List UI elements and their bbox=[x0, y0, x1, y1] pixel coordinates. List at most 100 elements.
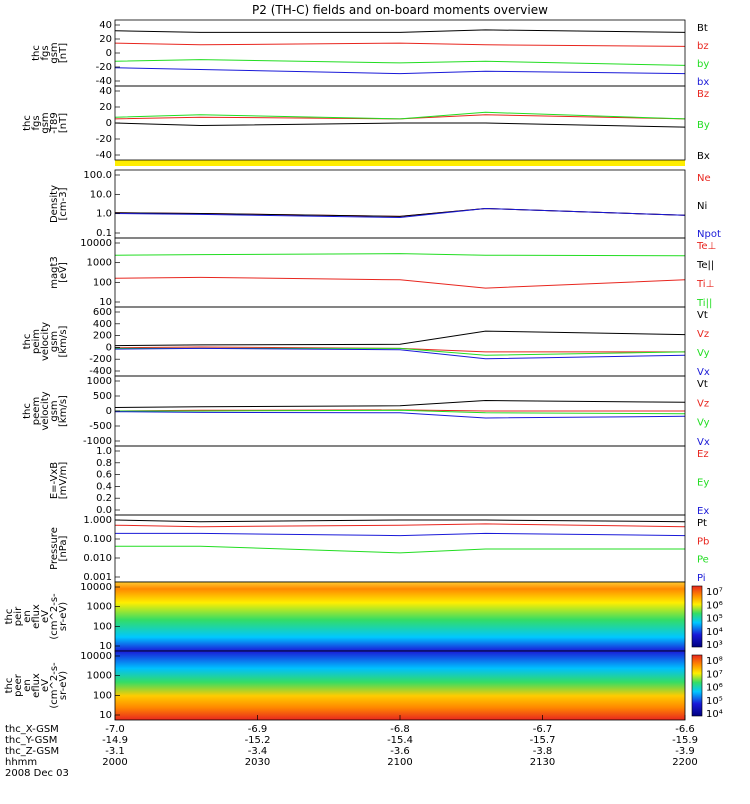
footer-value: -6.8 bbox=[390, 724, 410, 735]
panel-10: 10⁸ 10⁷ 10⁶ 10⁵ 10⁴ 10000 1000 100 10 thcpeerenef… bbox=[4, 650, 723, 721]
legend-label: Vt bbox=[697, 379, 708, 390]
y-axis-label: Density bbox=[49, 185, 60, 223]
footer-value: -7.0 bbox=[105, 724, 125, 735]
legend-label: Te⊥ bbox=[696, 241, 716, 252]
series-line-by bbox=[114, 111, 686, 120]
legend-label: Te|| bbox=[696, 260, 714, 271]
y-axis-label: (cm^2-s- bbox=[49, 593, 60, 640]
colorbar-tick-label: 10³ bbox=[706, 640, 723, 651]
y-tick-label: 10000 bbox=[80, 582, 112, 593]
legend-label: Vx bbox=[697, 367, 710, 378]
y-axis-label: thc bbox=[4, 609, 15, 625]
panel-frame bbox=[114, 445, 686, 516]
series-line-bx bbox=[114, 67, 686, 75]
y-tick-label: -40 bbox=[96, 150, 112, 161]
y-tick-label: 0.100 bbox=[83, 534, 112, 545]
legend-label: Vy bbox=[697, 348, 710, 359]
legend-label: Ne bbox=[697, 173, 711, 184]
y-axis-label: gsm bbox=[49, 331, 60, 352]
legend-label: Vz bbox=[697, 398, 709, 409]
y-axis-label: [nT] bbox=[58, 113, 69, 133]
y-tick-label: 10 bbox=[99, 641, 112, 652]
legend-label: Ez bbox=[697, 449, 709, 460]
footer-value: -3.6 bbox=[390, 746, 410, 757]
legend-label: Vx bbox=[697, 437, 710, 448]
y-tick-label: 0.1 bbox=[96, 228, 112, 239]
series-line-bx bbox=[114, 122, 686, 128]
footer-date: 2008 Dec 03 bbox=[5, 768, 69, 779]
series-line-pt bbox=[114, 519, 686, 523]
y-tick-label: 20 bbox=[99, 34, 112, 45]
footer-row-label: thc_Y-GSM bbox=[5, 735, 57, 746]
figure-title: P2 (TH-C) fields and on-board moments ov… bbox=[252, 3, 548, 17]
y-tick-label: 40 bbox=[99, 86, 112, 97]
legend-label: Pt bbox=[697, 518, 707, 529]
legend-label: Vy bbox=[697, 418, 710, 429]
colorbar-tick-label: 10⁴ bbox=[706, 709, 723, 720]
y-axis-label: [eV] bbox=[58, 262, 69, 283]
legend-label: Pe bbox=[697, 555, 709, 566]
series-line-te bbox=[114, 276, 686, 289]
y-tick-label: 1000 bbox=[87, 602, 112, 613]
series-line-vx bbox=[114, 347, 686, 360]
legend-label: Bt bbox=[697, 23, 708, 34]
colorbar-tick-label: 10⁶ bbox=[706, 683, 723, 694]
footer-value: -3.1 bbox=[105, 746, 125, 757]
y-axis-label: (cm^2-s- bbox=[49, 662, 60, 709]
y-axis-label: -T89 bbox=[49, 112, 60, 134]
colorbar-tick-label: 10⁵ bbox=[706, 696, 723, 707]
y-tick-label: 1.0 bbox=[96, 446, 112, 457]
y-tick-label: -200 bbox=[89, 354, 112, 365]
y-tick-label: 0 bbox=[106, 342, 112, 353]
y-axis-label: [nT] bbox=[58, 43, 69, 63]
colorbar-tick-label: 10⁷ bbox=[706, 587, 723, 598]
series-line-pi bbox=[115, 532, 686, 537]
y-axis-label: eflux bbox=[31, 604, 42, 629]
y-axis-label: sr-eV) bbox=[58, 671, 69, 700]
y-axis-label: magt3 bbox=[49, 256, 60, 289]
y-tick-label: 20 bbox=[99, 102, 112, 113]
y-axis-label: peir bbox=[13, 606, 24, 626]
y-axis-label: sr-eV) bbox=[58, 602, 69, 631]
y-tick-label: 1.000 bbox=[83, 515, 112, 526]
y-axis-label: gsm bbox=[40, 112, 51, 133]
footer-value: 2030 bbox=[245, 757, 270, 768]
y-axis-label: thc bbox=[22, 403, 33, 419]
y-axis-label: fgs bbox=[31, 115, 42, 130]
y-axis-label: [km/s] bbox=[58, 395, 69, 427]
series-line-npot bbox=[114, 207, 686, 219]
y-axis-label: [mV/m] bbox=[58, 462, 69, 500]
y-axis-label: en bbox=[22, 610, 33, 623]
legend-label: Npot bbox=[697, 229, 721, 240]
y-tick-label: 0.2 bbox=[96, 493, 112, 504]
y-tick-label: 0.001 bbox=[83, 572, 112, 583]
y-tick-label: -40 bbox=[96, 76, 112, 87]
y-tick-label: 10000 bbox=[80, 238, 112, 249]
panel-frame bbox=[114, 169, 686, 239]
legend-label: bz bbox=[697, 41, 709, 52]
legend-label: by bbox=[697, 59, 709, 70]
footer-value: -14.9 bbox=[102, 735, 128, 746]
yellow-bar bbox=[115, 160, 685, 166]
y-tick-label: 0.0 bbox=[96, 505, 112, 516]
y-axis-label: gsm bbox=[49, 42, 60, 63]
colorbar-tick-label: 10⁸ bbox=[706, 656, 723, 667]
series-line-ti bbox=[114, 253, 686, 257]
y-axis-label: velocity bbox=[40, 322, 51, 361]
series-line-vx bbox=[114, 411, 686, 419]
y-axis-label: eflux bbox=[31, 673, 42, 698]
panel-4: 10000 1000 100 10 magt3[eV] Te⊥ Te|| Ti⊥ Ti|| bbox=[49, 237, 716, 309]
panel-9: 10⁷ 10⁶ 10⁵ 10⁴ 10³ 10000 1000 100 10 thcpeirenef… bbox=[4, 581, 723, 652]
series-line-vt bbox=[114, 330, 686, 347]
footer-value: -6.7 bbox=[533, 724, 553, 735]
footer-value: -6.6 bbox=[675, 724, 695, 735]
spectrogram bbox=[115, 582, 685, 651]
y-axis-label: thc bbox=[22, 115, 33, 131]
y-tick-label: 500 bbox=[93, 391, 112, 402]
y-tick-label: 0 bbox=[106, 406, 112, 417]
legend-label: Pi bbox=[697, 573, 706, 584]
y-tick-label: 40 bbox=[99, 20, 112, 31]
